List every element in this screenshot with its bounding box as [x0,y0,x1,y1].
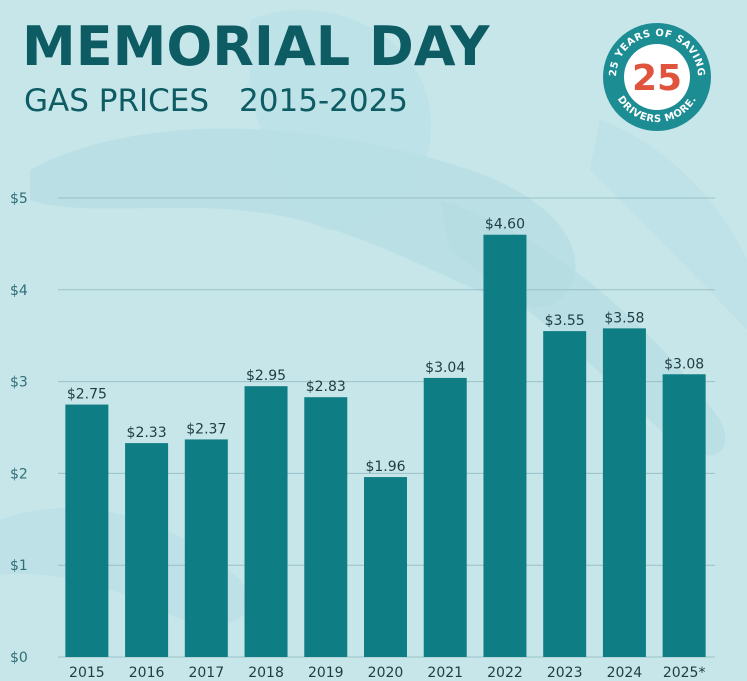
bar-2024 [602,328,646,657]
bar-2016 [125,443,169,657]
y-tick-label: $1 [10,558,28,574]
subtitle-year-range: 2015-2025 [239,83,409,119]
anniversary-badge: 25 YEARS OF SAVING DRIVERS MORE. 25 [603,23,711,131]
chart-bars [65,234,706,657]
badge-number: 25 [632,58,682,99]
bar-value-label: $2.33 [127,425,167,441]
y-axis-ticks: $0 $1 $2 $3 $4 $5 [10,191,28,666]
x-tick-label: 2022 [487,665,523,681]
y-tick-label: $5 [10,191,28,207]
bar-value-label: $2.37 [186,421,226,437]
page-subtitle: GAS PRICES 2015-2025 [24,86,408,117]
x-tick-label: 2017 [188,665,224,681]
x-tick-label: 2016 [129,665,165,681]
bar-2017 [184,439,228,657]
y-tick-label: $4 [10,283,28,299]
bar-2018 [244,386,288,657]
x-tick-label: 2024 [607,665,643,681]
bar-value-labels: $2.75 $2.33 $2.37 $2.95 $2.83 $1.96 $3.04 $4.60… [67,217,704,475]
x-axis-labels: 2015 2016 2017 2018 2019 2020 2021 2022 2023 2024… [69,665,705,681]
bar-value-label: $3.55 [545,313,585,329]
bar-value-label: $3.08 [664,356,704,372]
x-tick-label: 2020 [368,665,404,681]
x-tick-label: 2023 [547,665,583,681]
bar-2019 [304,397,348,657]
x-tick-label: 2021 [427,665,463,681]
badge-center [624,44,690,110]
bar-value-label: $4.60 [485,217,525,233]
bar-value-label: $2.75 [67,387,107,403]
bar-value-label: $2.95 [246,368,286,384]
y-tick-label: $0 [10,650,28,666]
bar-2020 [364,477,407,657]
bar-value-label: $3.58 [604,310,644,326]
bar-value-label: $2.83 [306,379,346,395]
bar-2023 [543,331,587,657]
y-tick-label: $2 [10,466,28,482]
bar-2021 [423,377,467,657]
x-tick-label: 2019 [308,665,344,681]
x-tick-label: 2015 [69,665,105,681]
x-tick-label: 2018 [248,665,284,681]
bar-2022 [483,234,527,657]
bar-2025 [662,374,706,657]
bar-value-label: $3.04 [425,360,465,376]
bar-value-label: $1.96 [365,459,405,475]
bar-2015 [65,404,109,657]
x-tick-label: 2025* [663,665,706,681]
subtitle-label: GAS PRICES [24,83,210,119]
y-tick-label: $3 [10,375,28,391]
page-title: MEMORIAL DAY [22,15,490,78]
